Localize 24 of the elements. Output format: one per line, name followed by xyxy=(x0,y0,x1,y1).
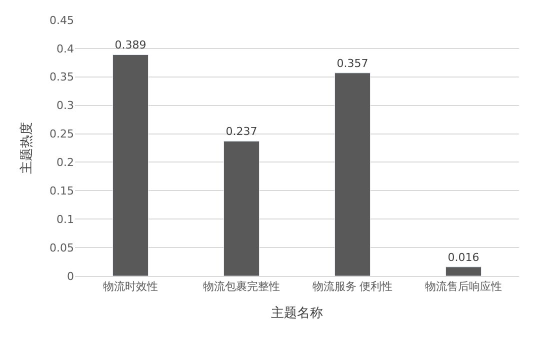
bar xyxy=(445,266,482,276)
y-tick-label: 0.1 xyxy=(56,212,74,226)
y-tick-label: 0.15 xyxy=(50,184,74,198)
y-tick-label: 0.2 xyxy=(56,156,74,170)
bar xyxy=(334,72,371,276)
y-tick-label: 0.3 xyxy=(56,99,74,112)
y-axis-title: 主题热度 xyxy=(18,122,34,174)
y-tick-label: 0 xyxy=(67,270,74,283)
y-tick-label: 0.25 xyxy=(50,128,74,141)
y-tick-label: 0.45 xyxy=(50,14,74,27)
y-tick-label: 0.35 xyxy=(50,70,74,84)
x-tick-label: 物流售后响应性 xyxy=(425,280,502,294)
x-tick-label: 物流包裹完整性 xyxy=(203,280,280,294)
x-axis-title: 主题名称 xyxy=(271,304,323,321)
y-tick-label: 0.05 xyxy=(50,241,74,254)
data-label: 0.237 xyxy=(226,125,258,138)
x-tick-label: 物流服务 便利性 xyxy=(312,280,393,294)
bar xyxy=(223,140,260,276)
data-label: 0.357 xyxy=(336,56,368,70)
y-tick-label: 0.4 xyxy=(56,42,74,56)
bar xyxy=(112,54,149,276)
x-tick-label: 物流时效性 xyxy=(103,280,158,294)
data-label: 0.016 xyxy=(448,250,480,264)
data-label: 0.389 xyxy=(114,38,146,52)
